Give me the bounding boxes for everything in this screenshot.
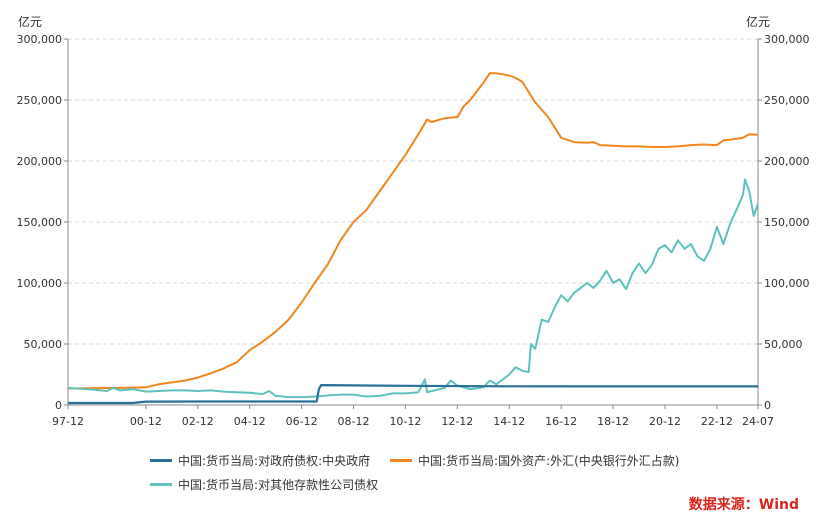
y-tick-label-right: 250,000 <box>764 94 810 107</box>
x-tick-label: 04-12 <box>234 415 266 428</box>
x-tick-label: 02-12 <box>182 415 214 428</box>
legend-item-forex-reserves[interactable]: 中国:货币当局:国外资产:外汇(中央银行外汇占款) <box>390 452 680 469</box>
series-line-0 <box>68 384 758 405</box>
x-tick-label: 20-12 <box>649 415 681 428</box>
legend-item-central-government-claims[interactable]: 中国:货币当局:对政府债权:中央政府 <box>150 452 370 469</box>
y-axis-unit-left: 亿元 <box>18 14 42 29</box>
x-tick-label: 97-12 <box>52 415 84 428</box>
y-tick-label-right: 200,000 <box>764 155 810 168</box>
y-tick-label-left: 150,000 <box>17 216 63 229</box>
y-tick-label-left: 0 <box>55 399 62 412</box>
legend-label: 中国:货币当局:对其他存款性公司债权 <box>178 478 379 492</box>
legend-swatch-line-icon <box>150 483 172 486</box>
line-chart: 0 0 50,000 50,000 100,000 100,000 150,000 150,0… <box>17 14 810 428</box>
grid-lines <box>68 38 758 345</box>
y-tick-label-left: 200,000 <box>17 155 63 168</box>
y-tick-label-left: 250,000 <box>17 94 63 107</box>
x-tick-label: 18-12 <box>597 415 629 428</box>
y-tick-label-right: 150,000 <box>764 216 810 229</box>
legend-label: 中国:货币当局:对政府债权:中央政府 <box>178 454 371 468</box>
axes: 0 0 50,000 50,000 100,000 100,000 150,000 150,0… <box>17 33 810 428</box>
y-axis-unit-right: 亿元 <box>746 14 770 29</box>
y-tick-label-left: 100,000 <box>17 277 63 290</box>
legend-swatch-line-icon <box>150 459 172 462</box>
x-tick-label: 00-12 <box>130 415 162 428</box>
x-tick-label: 10-12 <box>389 415 421 428</box>
data-source-note: 数据来源：Wind <box>688 497 799 513</box>
x-tick-label: 06-12 <box>286 415 318 428</box>
legend-label: 中国:货币当局:国外资产:外汇(中央银行外汇占款) <box>418 454 680 468</box>
series-lines <box>67 72 759 405</box>
legend-swatch-line-icon <box>390 459 412 462</box>
x-tick-label: 22-12 <box>701 415 733 428</box>
series-line-2 <box>67 178 759 399</box>
y-tick-label-left: 50,000 <box>24 338 63 351</box>
x-tick-label: 08-12 <box>338 415 370 428</box>
legend-item-claims-on-other-depository[interactable]: 中国:货币当局:对其他存款性公司债权 <box>150 476 378 493</box>
y-tick-label-right: 100,000 <box>764 277 810 290</box>
x-tick-label: 14-12 <box>493 415 525 428</box>
y-tick-label-right: 50,000 <box>764 338 803 351</box>
y-tick-label-right: 0 <box>764 399 771 412</box>
x-tick-label: 12-12 <box>441 415 473 428</box>
x-tick-label: 16-12 <box>545 415 577 428</box>
x-tick-label: 24-07 <box>742 415 774 428</box>
y-tick-label-right: 300,000 <box>764 33 810 46</box>
y-tick-label-left: 300,000 <box>17 33 63 46</box>
series-line-1 <box>67 72 759 390</box>
